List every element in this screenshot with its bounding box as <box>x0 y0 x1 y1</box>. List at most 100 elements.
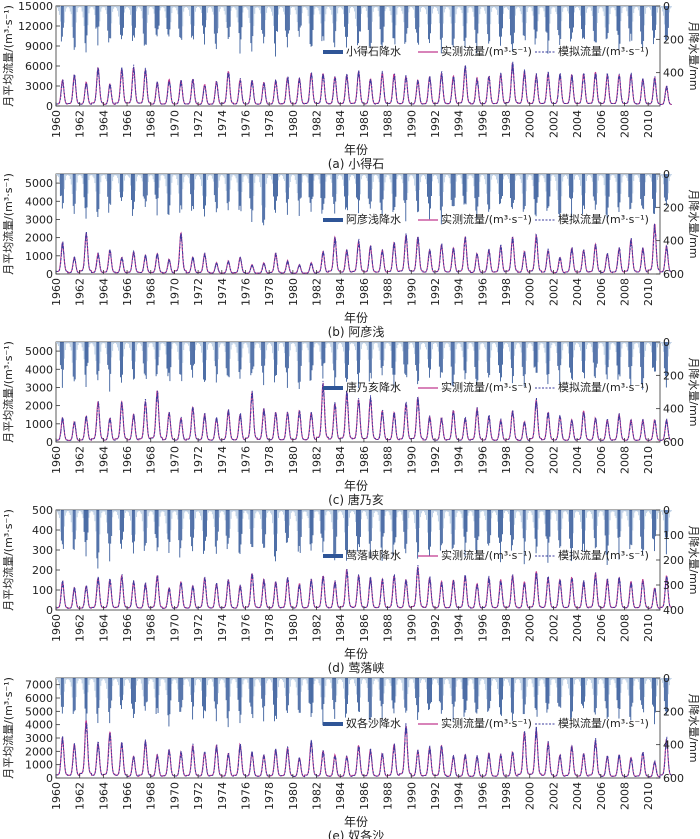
precip-bar <box>660 678 662 681</box>
left-tick-label: 2000 <box>25 232 53 245</box>
precip-bar <box>613 678 615 681</box>
precip-bar <box>223 678 225 683</box>
precip-bar <box>556 678 558 688</box>
precip-bar <box>134 510 136 535</box>
precip-bar <box>504 174 505 177</box>
precip-bar <box>272 510 273 524</box>
precip-bar <box>286 174 288 215</box>
precip-bar <box>514 678 516 684</box>
precip-bar <box>440 174 442 225</box>
precip-bar <box>589 678 591 681</box>
precip-bar <box>630 6 632 34</box>
precip-bar <box>615 342 617 353</box>
precip-bar <box>497 6 498 15</box>
precip-bar <box>163 510 165 513</box>
precip-bar <box>471 510 473 513</box>
precip-bar <box>234 678 236 680</box>
precip-bar <box>385 174 387 178</box>
precip-bar <box>590 6 592 11</box>
precip-bar <box>629 510 631 550</box>
precip-bar <box>221 174 223 176</box>
precip-bar <box>582 510 583 552</box>
precip-bar <box>223 174 225 178</box>
precip-bar <box>91 6 93 7</box>
precip-bar <box>440 678 442 714</box>
precip-bar <box>448 678 450 684</box>
x-tick-label: 2002 <box>547 614 560 642</box>
precip-bar <box>581 678 582 704</box>
legend-observed-label: 实测流量/(m³·s⁻¹) <box>441 380 532 394</box>
precip-bar <box>195 174 196 180</box>
precip-bar <box>601 510 603 512</box>
precip-bar <box>526 342 528 348</box>
precip-bar <box>447 6 449 8</box>
precip-bar <box>549 510 551 537</box>
precip-bar <box>63 510 65 527</box>
left-tick-label: 3000 <box>25 732 53 745</box>
precip-bar <box>323 174 325 204</box>
precip-bar <box>286 342 288 388</box>
precip-bar <box>258 342 260 344</box>
precip-bar <box>87 6 89 26</box>
precip-bar <box>405 174 407 222</box>
precip-bar <box>524 342 526 375</box>
precip-bar <box>528 342 530 344</box>
precip-bar <box>56 342 58 345</box>
precip-bar <box>308 6 310 24</box>
precip-bar <box>542 6 544 9</box>
precip-bar <box>176 678 178 684</box>
precip-bar <box>374 510 376 512</box>
precip-bar <box>160 678 162 680</box>
precip-bar <box>610 510 612 513</box>
precip-bar <box>363 174 365 176</box>
precip-bar <box>466 174 468 192</box>
x-tick-label: 1962 <box>74 278 87 306</box>
precip-bar <box>140 342 142 346</box>
precip-bar <box>485 6 487 14</box>
precip-bar <box>586 6 588 9</box>
precip-bar <box>420 174 422 183</box>
precip-bar <box>269 678 271 680</box>
precip-bar <box>246 510 248 513</box>
precip-bar <box>657 510 658 519</box>
precip-bar <box>277 342 278 365</box>
precip-bar <box>238 678 240 711</box>
precip-bar <box>578 174 579 177</box>
precip-bar <box>657 6 658 13</box>
precip-bar <box>578 6 579 8</box>
precip-bar <box>435 678 437 680</box>
precip-bar <box>649 6 650 8</box>
precip-bar <box>108 510 110 544</box>
precip-bar <box>324 342 326 363</box>
precip-bar <box>389 174 391 180</box>
precip-bar <box>85 342 87 387</box>
precip-bar <box>606 6 608 39</box>
precip-bar <box>135 174 137 182</box>
precip-bar <box>225 6 227 23</box>
precip-bar <box>125 174 126 176</box>
precip-bar <box>305 510 307 513</box>
precip-bar <box>381 174 383 216</box>
precip-bar <box>169 678 171 715</box>
precip-bar <box>175 174 177 176</box>
precip-bar <box>433 342 435 344</box>
precip-bar <box>668 174 670 181</box>
precip-bar <box>503 510 504 519</box>
precip-bar <box>666 174 668 200</box>
precip-bar <box>342 6 344 10</box>
precip-bar <box>170 6 172 23</box>
precip-bar <box>596 6 598 24</box>
precip-bar <box>202 342 203 363</box>
right-tick-label: 400 <box>663 604 684 617</box>
precip-bar <box>76 342 78 350</box>
precip-bar <box>205 174 206 206</box>
precip-bar <box>313 6 315 15</box>
precip-bar <box>106 174 108 182</box>
precip-bar <box>565 174 567 175</box>
precip-bar <box>276 6 277 32</box>
precip-bar <box>579 342 580 348</box>
precip-bar <box>264 174 266 220</box>
precip-bar <box>159 678 161 687</box>
precip-bar <box>164 174 166 179</box>
precip-bar <box>148 174 150 177</box>
